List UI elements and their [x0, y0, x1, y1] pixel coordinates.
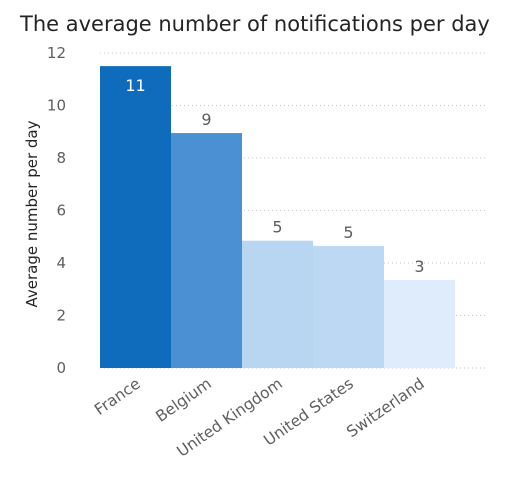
chart-title: The average number of notifications per …: [19, 12, 490, 36]
data-label: 3: [414, 257, 424, 276]
data-labels: 11 9 5 5 3: [125, 76, 424, 276]
data-label: 5: [272, 218, 282, 237]
x-category-label: Belgium: [152, 375, 214, 426]
bars: [100, 66, 455, 368]
y-tick-label: 6: [56, 202, 66, 220]
y-tick-label: 12: [47, 44, 66, 62]
x-category-label: France: [91, 375, 144, 419]
bar-switzerland: [384, 280, 455, 368]
bar-united-states: [313, 245, 384, 368]
bar-france: [100, 66, 171, 368]
y-tick-label: 8: [56, 149, 66, 167]
y-tick-label: 4: [56, 254, 66, 272]
y-axis-label: Average number per day: [23, 120, 41, 307]
data-label: 9: [201, 110, 211, 129]
bar-belgium: [171, 133, 242, 368]
data-label: 5: [343, 223, 353, 242]
y-axis-ticks: 0 2 4 6 8 10 12: [47, 44, 66, 377]
y-tick-label: 0: [56, 359, 66, 377]
x-category-label: Switzerland: [343, 375, 427, 442]
y-tick-label: 2: [56, 307, 66, 325]
data-label: 11: [125, 76, 145, 95]
bar-united-kingdom: [242, 240, 313, 368]
y-tick-label: 10: [47, 97, 66, 115]
